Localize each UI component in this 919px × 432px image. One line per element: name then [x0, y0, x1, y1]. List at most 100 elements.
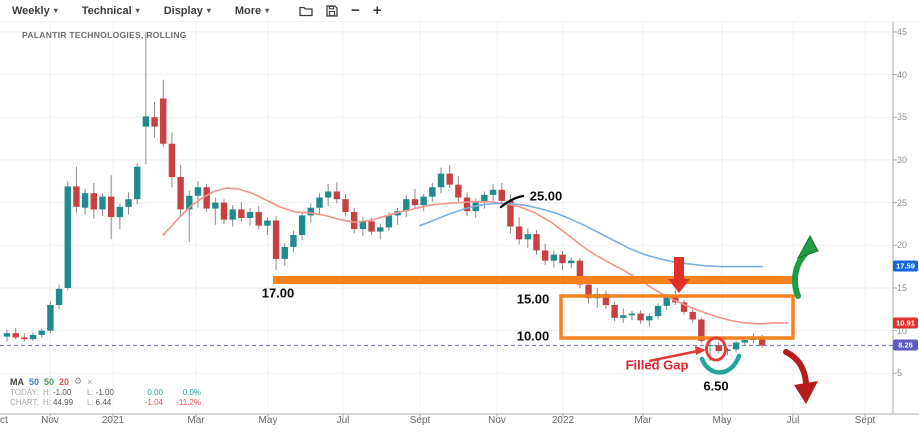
x-axis-label: Oct: [0, 415, 8, 426]
annotation-price-15[interactable]: 15.00: [516, 291, 550, 307]
x-axis-label: 2021: [101, 415, 125, 426]
consolidation-box-drawing[interactable]: [559, 294, 795, 340]
ma-line: [419, 202, 763, 268]
candle-body: [359, 221, 367, 230]
candle-body: [290, 235, 297, 247]
menu-display-label: Display: [163, 4, 203, 17]
annotation-filled-gap[interactable]: Filled Gap: [625, 357, 689, 373]
menu-more[interactable]: More ▾: [235, 5, 269, 17]
candle-body: [576, 260, 584, 285]
price-badge: 17.59: [893, 260, 918, 272]
ma-line: [162, 187, 789, 325]
toolbar: Weekly ▾ Technical ▾ Display ▾ More ▾ − …: [0, 0, 919, 22]
green-up-arrow-shaft[interactable]: [791, 250, 809, 299]
candle-body: [194, 187, 202, 196]
menu-weekly[interactable]: Weekly ▾: [12, 5, 58, 17]
candle-body: [385, 215, 393, 228]
candle-body: [116, 206, 124, 218]
annotation-price-17[interactable]: 17.00: [261, 285, 295, 301]
high-label: H:: [43, 397, 51, 407]
candle-body: [411, 199, 419, 206]
folder-open-icon[interactable]: [299, 5, 313, 17]
candle-body: [663, 297, 670, 306]
gear-icon[interactable]: ⚙: [74, 376, 83, 386]
candle-body: [646, 316, 653, 321]
candle-body: [38, 330, 45, 335]
stats-row-today: TODAY: H: -1.00 L: -1.00 0.00 0.0%: [10, 388, 201, 398]
candle-body: [351, 211, 358, 230]
x-axis-label: Mar: [634, 415, 652, 426]
x-axis-label: Mar: [187, 415, 205, 426]
green-up-arrow-head: [796, 234, 819, 259]
bounce-arc-drawing[interactable]: [699, 353, 742, 375]
candle-body: [90, 193, 97, 210]
candle-body: [620, 315, 627, 318]
menu-more-label: More: [234, 4, 262, 17]
y-axis-label: 40: [897, 69, 908, 80]
candle-body: [680, 302, 688, 312]
candle-body: [203, 187, 210, 209]
y-axis-label: 5: [897, 368, 903, 379]
y-axis-label: 10: [897, 325, 908, 336]
candle-body: [246, 211, 254, 218]
candle-body: [689, 311, 696, 320]
candle-body: [238, 209, 245, 218]
y-axis-label: 35: [897, 112, 908, 123]
candle-body: [724, 349, 731, 352]
candle-body: [758, 336, 766, 346]
high-label: H:: [43, 388, 51, 397]
zoom-in-icon[interactable]: +: [372, 2, 382, 19]
candles: [3, 31, 766, 362]
annotation-price-650[interactable]: 6.50: [703, 378, 729, 394]
price-badge: 10.91: [893, 317, 918, 329]
menu-display[interactable]: Display ▾: [164, 5, 211, 17]
down-block-arrow-drawing[interactable]: [668, 257, 690, 293]
candle-body: [160, 98, 167, 144]
annotation-price-10[interactable]: 10.00: [516, 328, 550, 344]
chevron-down-icon: ▾: [53, 6, 58, 15]
red-down-arrow-shaft[interactable]: [783, 349, 809, 386]
candle-body: [741, 340, 748, 343]
candle-body: [21, 337, 28, 340]
candle-body: [272, 220, 280, 259]
filled-gap-pointer-line[interactable]: [648, 349, 699, 363]
menu-technical[interactable]: Technical ▾: [82, 5, 140, 17]
stats-panel: TODAY: H: -1.00 L: -1.00 0.00 0.0% CHART: …: [10, 388, 201, 407]
candle-body: [715, 345, 722, 352]
x-axis-label: 2022: [551, 415, 575, 426]
candle-body: [698, 319, 705, 341]
candle-body: [515, 226, 523, 240]
candle-body: [3, 333, 11, 337]
price-25-pointer-line[interactable]: [499, 194, 525, 209]
save-icon[interactable]: [326, 4, 338, 17]
candle-body: [177, 176, 184, 210]
resistance-bar-drawing[interactable]: [273, 276, 795, 284]
candle-body: [524, 234, 531, 240]
candle-body: [73, 186, 80, 207]
drawing-layer: [273, 194, 819, 404]
y-axis-label: 20: [897, 240, 908, 251]
annotation-price-25[interactable]: 25.00: [529, 188, 563, 204]
zoom-out-icon[interactable]: −: [351, 2, 360, 19]
candle-body: [298, 215, 306, 236]
x-axis-label: May: [258, 415, 278, 426]
today-change: 0.00: [147, 388, 163, 397]
candle-body: [463, 197, 471, 212]
x-axis-label: Sept: [409, 415, 431, 426]
candle-body: [498, 189, 505, 201]
close-icon[interactable]: ×: [87, 376, 93, 387]
chart-percent: -11.2%: [176, 397, 201, 407]
low-label: L:: [87, 397, 94, 407]
ma-value-1: 50: [29, 376, 40, 387]
candle-body: [481, 194, 488, 203]
gap-circle-drawing[interactable]: [705, 336, 727, 362]
candle-body: [55, 288, 63, 306]
candle-body: [186, 195, 193, 210]
candle-body: [420, 196, 427, 206]
ma-label: MA: [10, 376, 24, 387]
chart-title: PALANTIR TECHNOLOGIES, ROLLING: [22, 30, 187, 40]
candle-body: [307, 207, 314, 216]
chart-high: 44.99: [53, 397, 74, 407]
candle-body: [81, 193, 89, 208]
